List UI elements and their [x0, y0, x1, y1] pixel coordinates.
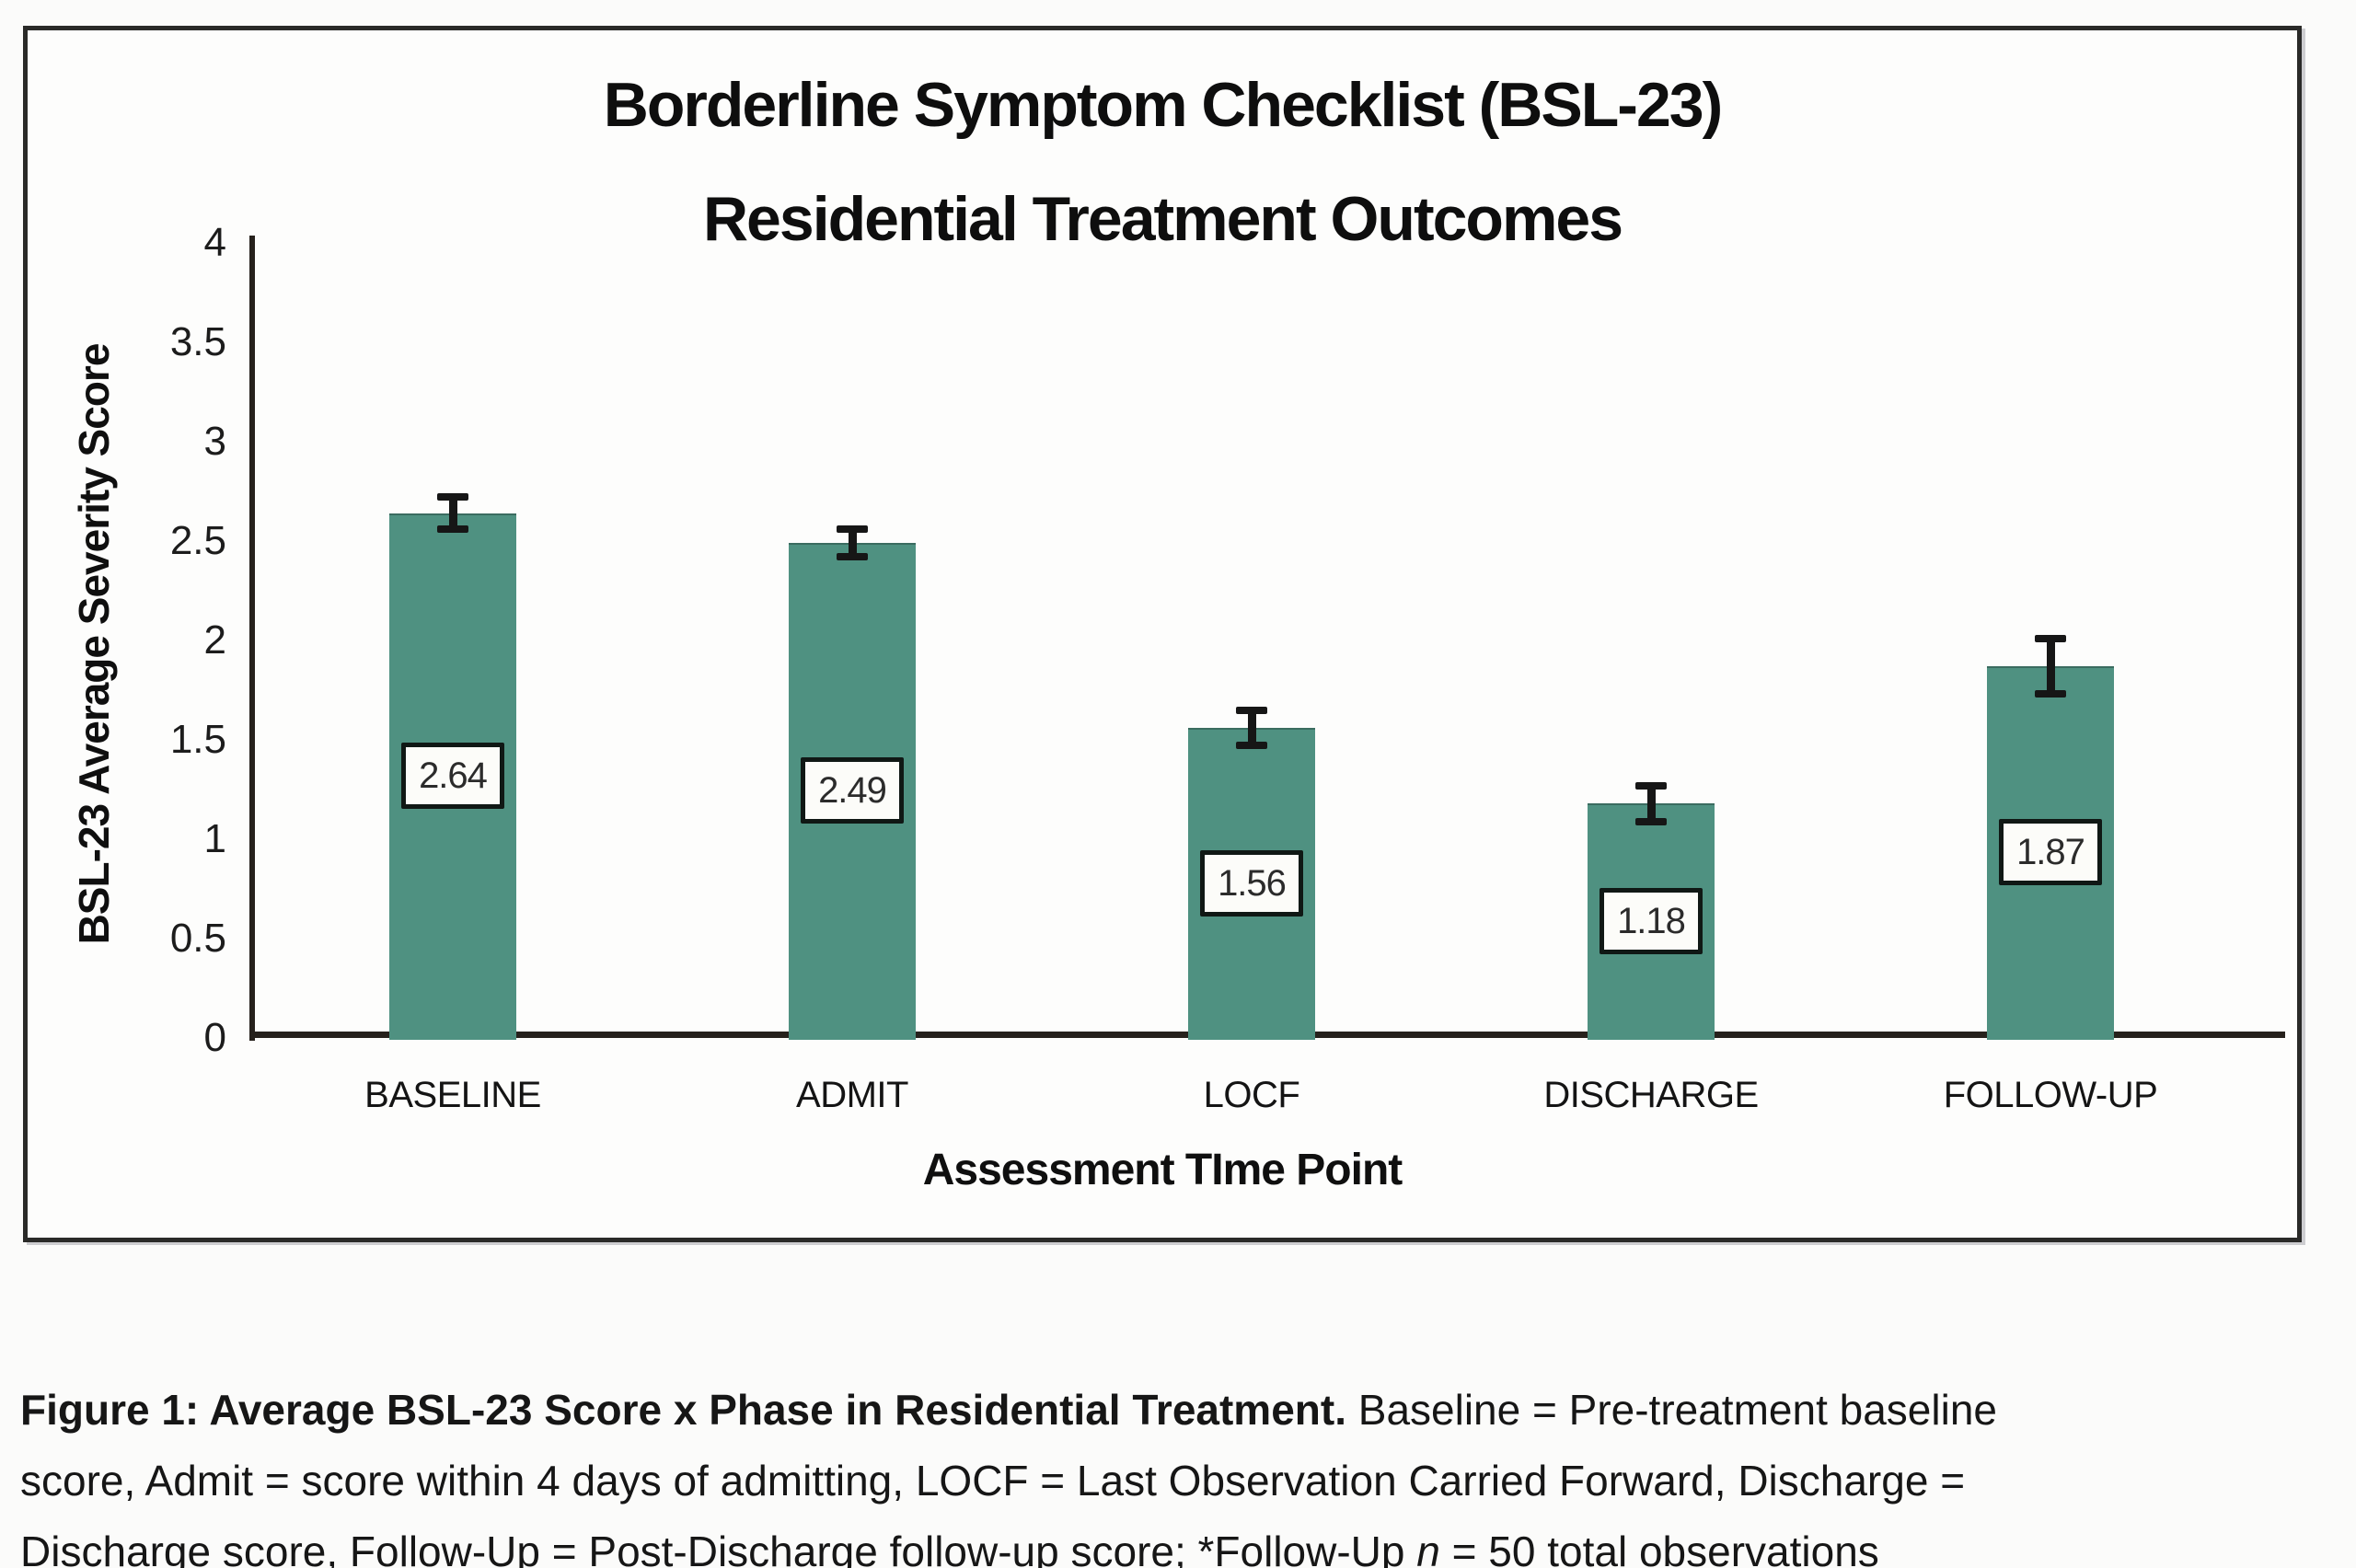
y-tick-label: 0	[203, 1015, 226, 1060]
x-tick-label-follow-up: FOLLOW-UP	[1943, 1075, 2158, 1115]
error-cap-bottom	[837, 553, 868, 561]
error-cap-top	[437, 493, 468, 502]
figure-caption: Figure 1: Average BSL-23 Score x Phase i…	[20, 1375, 2339, 1568]
caption-italic-n: n	[1416, 1528, 1440, 1568]
caption-line3-end: = 50 total observations	[1439, 1528, 1879, 1568]
x-axis-title: Assessment TIme Point	[922, 1146, 1403, 1194]
x-tick-label-discharge: DISCHARGE	[1543, 1075, 1759, 1115]
y-tick-label: 3.5	[169, 319, 226, 364]
y-tick-label: 1.5	[169, 717, 226, 762]
y-tick-label: 3	[203, 419, 226, 464]
caption-line3-start: Discharge score, Follow-Up = Post-Discha…	[20, 1528, 1417, 1568]
error-bar-discharge	[1635, 781, 1667, 825]
error-cap-bottom	[1236, 742, 1267, 750]
bar-value-label: 2.49	[801, 757, 904, 824]
caption-line1-rest: Baseline = Pre-treatment baseline	[1345, 1386, 1997, 1434]
chart-title-line1: Borderline Symptom Checklist (BSL-23)	[603, 70, 1723, 140]
bar-value-label: 2.64	[401, 742, 504, 809]
error-whisker	[448, 497, 457, 530]
bar-value-label: 1.87	[1999, 819, 2102, 886]
chart-title-line2: Residential Treatment Outcomes	[702, 184, 1623, 254]
error-cap-bottom	[1635, 817, 1667, 825]
error-cap-bottom	[437, 525, 468, 534]
error-whisker	[848, 529, 857, 558]
error-cap-top	[1236, 706, 1267, 714]
error-cap-top	[837, 525, 868, 534]
y-tick-label: 0.5	[169, 916, 226, 961]
error-whisker	[1247, 709, 1256, 746]
x-tick-label-admit: ADMIT	[796, 1075, 908, 1115]
error-bar-follow-up	[2035, 634, 2066, 698]
y-tick-label: 4	[203, 220, 226, 265]
y-axis-line	[249, 236, 255, 1041]
error-whisker	[2046, 638, 2055, 695]
bar-value-label: 1.18	[1600, 887, 1703, 954]
x-tick-label-baseline: BASELINE	[364, 1075, 541, 1115]
error-whisker	[1646, 785, 1656, 822]
caption-line2: score, Admit = score within 4 days of ad…	[20, 1457, 1966, 1505]
chart-title: Borderline Symptom Checklist (BSL-23) Re…	[23, 48, 2302, 276]
error-bar-locf	[1236, 706, 1267, 750]
error-cap-bottom	[2035, 690, 2066, 698]
y-tick-label: 2.5	[169, 518, 226, 563]
caption-bold-lead: Figure 1: Average BSL-23 Score x Phase i…	[20, 1386, 1346, 1434]
y-tick-label: 1	[203, 816, 226, 861]
x-tick-label-locf: LOCF	[1203, 1075, 1300, 1115]
y-tick-label: 2	[203, 617, 226, 663]
bar-value-label: 1.56	[1200, 849, 1303, 917]
error-bar-admit	[837, 525, 868, 561]
error-bar-baseline	[437, 493, 468, 534]
error-cap-top	[1635, 781, 1667, 790]
error-cap-top	[2035, 634, 2066, 642]
